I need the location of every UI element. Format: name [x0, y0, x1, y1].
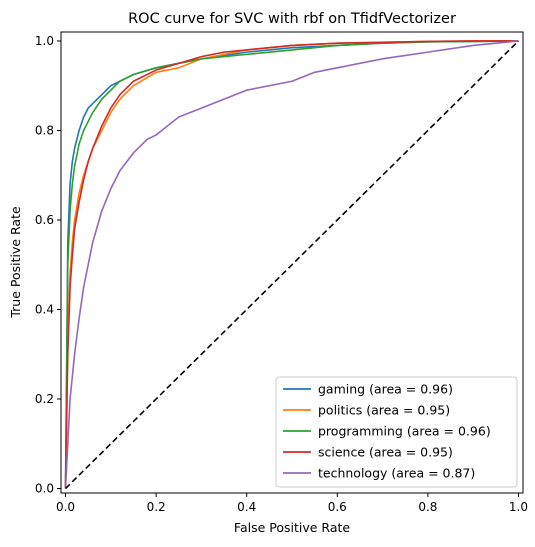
legend: gaming (area = 0.96) politics (area = 0.9… — [275, 376, 518, 488]
series-line-4 — [64, 40, 519, 489]
series-layer — [64, 40, 519, 489]
x-axis-ticks: 0.0 0.2 0.4 0.6 0.8 1.0 — [56, 493, 528, 514]
x-tick-label: 0.4 — [237, 500, 256, 514]
plot-frame — [60, 31, 524, 494]
y-tick-label: 0.8 — [35, 123, 54, 137]
x-tick-label: 1.0 — [509, 500, 528, 514]
x-tick-label: 0.0 — [56, 500, 75, 514]
y-tick-label: 0.4 — [35, 302, 54, 316]
y-tick-label: 0.0 — [35, 482, 54, 496]
x-tick-label: 0.2 — [147, 500, 166, 514]
y-axis-label: True Positive Rate — [8, 206, 23, 319]
x-tick-label: 0.6 — [328, 500, 347, 514]
y-tick-label: 0.2 — [35, 392, 54, 406]
legend-label-4: technology (area = 0.87) — [318, 466, 475, 481]
legend-entries: gaming (area = 0.96) politics (area = 0.9… — [283, 382, 491, 481]
chart-title: ROC curve for SVC with rbf on TfidfVecto… — [128, 11, 456, 27]
legend-label-0: gaming (area = 0.96) — [318, 382, 453, 397]
legend-box — [275, 376, 518, 488]
series-line-2 — [64, 40, 519, 489]
legend-label-3: science (area = 0.95) — [318, 445, 453, 460]
y-tick-label: 1.0 — [35, 34, 54, 48]
x-tick-label: 0.8 — [418, 500, 437, 514]
legend-label-1: politics (area = 0.95) — [318, 403, 450, 418]
y-axis-ticks: 0.0 0.2 0.4 0.6 0.8 1.0 — [35, 34, 61, 496]
legend-label-2: programming (area = 0.96) — [318, 424, 491, 439]
plot-area — [60, 31, 524, 494]
x-axis-label: False Positive Rate — [234, 520, 350, 535]
y-tick-label: 0.6 — [35, 213, 54, 227]
chance-diagonal-line — [64, 40, 520, 490]
series-line-3 — [64, 40, 519, 489]
